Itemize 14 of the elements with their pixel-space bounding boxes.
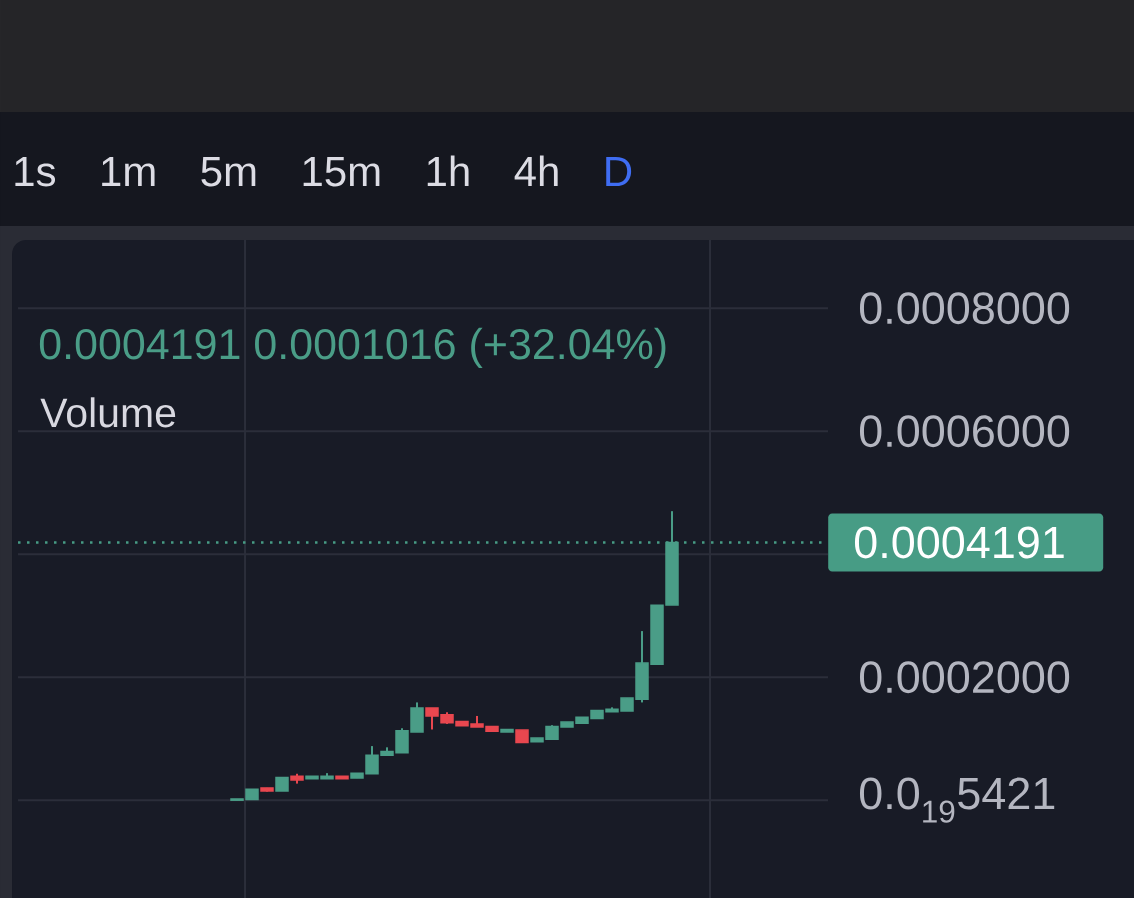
text: D (606, 157, 632, 186)
text: 4h (514, 155, 558, 186)
y-tick-label: 0.0$_{19}$5421 (859, 777, 1055, 823)
ref-line-label: 0.0004191 (854, 526, 1064, 559)
text: 15m (303, 157, 380, 187)
text: Volume (40, 397, 176, 428)
text: 1m (102, 157, 155, 186)
text: 1h (427, 155, 469, 186)
y-tick-label: 0.0006000 (859, 415, 1070, 448)
text: 5m (201, 157, 256, 187)
annotation: 0.0004191 0.0001016 (+32.04%) (39, 327, 666, 368)
text: 1s (15, 157, 56, 187)
y-tick-label: 0.0002000 (859, 661, 1070, 694)
y-tick-label: 0.0008000 (859, 292, 1070, 325)
